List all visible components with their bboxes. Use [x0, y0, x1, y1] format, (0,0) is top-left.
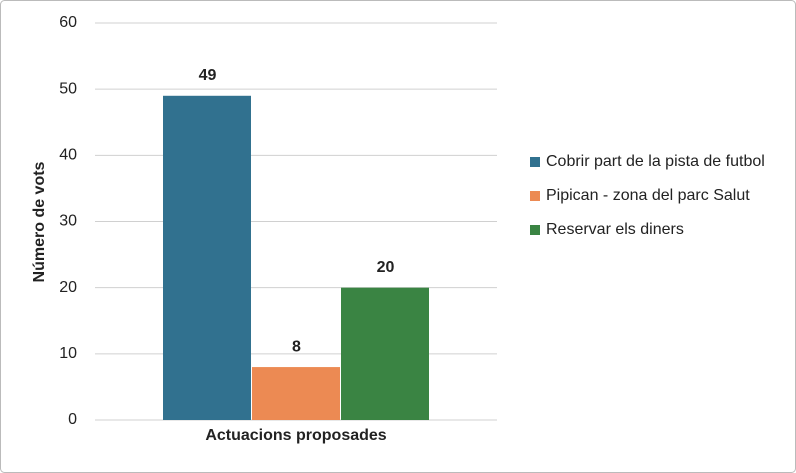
data-label: 49 [199, 67, 217, 84]
legend-label: Pipican - zona del parc Salut [546, 187, 750, 204]
legend-item: Pipican - zona del parc Salut [530, 184, 780, 208]
legend-swatch [530, 191, 540, 201]
data-label: 8 [292, 338, 301, 355]
legend-item: Reservar els diners [530, 218, 780, 242]
legend: Cobrir part de la pista de futbol Pipican… [530, 150, 780, 252]
y-tick-label: 50 [59, 80, 77, 97]
legend-label: Cobrir part de la pista de futbol [546, 153, 765, 170]
y-tick-label: 30 [59, 213, 77, 230]
bar [252, 367, 340, 420]
y-tick-label: 0 [68, 411, 77, 428]
legend-swatch [530, 157, 540, 167]
y-tick-label: 20 [59, 279, 77, 296]
legend-swatch [530, 225, 540, 235]
y-tick-label: 10 [59, 345, 77, 362]
data-label: 20 [377, 259, 395, 276]
bar [341, 287, 429, 420]
y-axis-title: Número de vots [31, 161, 48, 282]
y-tick-label: 60 [59, 14, 77, 31]
legend-label: Reservar els diners [546, 221, 684, 238]
bar [163, 95, 251, 421]
x-axis-title: Actuacions proposades [205, 427, 386, 444]
y-tick-label: 40 [59, 147, 77, 164]
legend-item: Cobrir part de la pista de futbol [530, 150, 780, 174]
